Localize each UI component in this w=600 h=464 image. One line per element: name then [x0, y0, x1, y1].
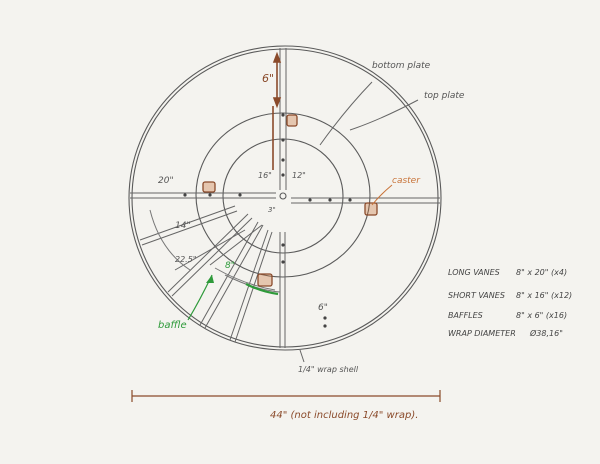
- short-vane-dim: 14": [175, 221, 191, 231]
- short-vanes: [139, 205, 273, 343]
- hole-markers: [183, 113, 352, 328]
- center-hub: [279, 192, 287, 200]
- arc-b-dim: 8": [225, 261, 235, 271]
- baffle-highlight: [187, 274, 279, 321]
- bottom-plate-circle: [195, 112, 371, 278]
- spec-name-short: SHORT VANES: [448, 291, 505, 300]
- lower-six-dim: 6": [318, 303, 328, 313]
- top-plate-label: top plate: [424, 91, 465, 101]
- wrap-shell-label: 1/4" wrap shell: [298, 365, 359, 374]
- specs-list: LONG VANES 8" x 20" (x4) SHORT VANES 8" …: [448, 268, 572, 338]
- center-right-dim: 12": [292, 171, 306, 180]
- spec-value-wrap: Ø38,16": [529, 328, 563, 338]
- center-left-dim: 16": [258, 171, 272, 180]
- spec-name-long: LONG VANES: [448, 268, 500, 277]
- baffle-label: baffle: [158, 320, 187, 331]
- long-vane-dim: 20": [158, 176, 174, 186]
- bottom-plate-label: bottom plate: [372, 61, 431, 71]
- spec-value-long: 8" x 20" (x4): [516, 268, 567, 277]
- long-vanes: [130, 48, 440, 348]
- vane-height-dimension: [272, 51, 282, 170]
- spec-name-wrap: WRAP DIAMETER: [448, 329, 516, 338]
- overall-dim: 44" (not including 1/4" wrap).: [270, 410, 418, 421]
- arc-a-dim: 22.5": [175, 255, 197, 264]
- caster-markers: [202, 114, 378, 287]
- outer-wrap-circle: [128, 45, 442, 351]
- overall-dimension-line: [131, 390, 441, 402]
- spec-value-baffles: 8" x 6" (x16): [516, 311, 567, 320]
- spec-value-short: 8" x 16" (x12): [516, 291, 572, 300]
- caster-label: caster: [392, 176, 421, 186]
- label-leaders: [299, 81, 419, 363]
- vane-height-dim: 6": [262, 72, 274, 85]
- spec-name-baffles: BAFFLES: [448, 311, 483, 320]
- center-small-dim: 3": [268, 206, 276, 214]
